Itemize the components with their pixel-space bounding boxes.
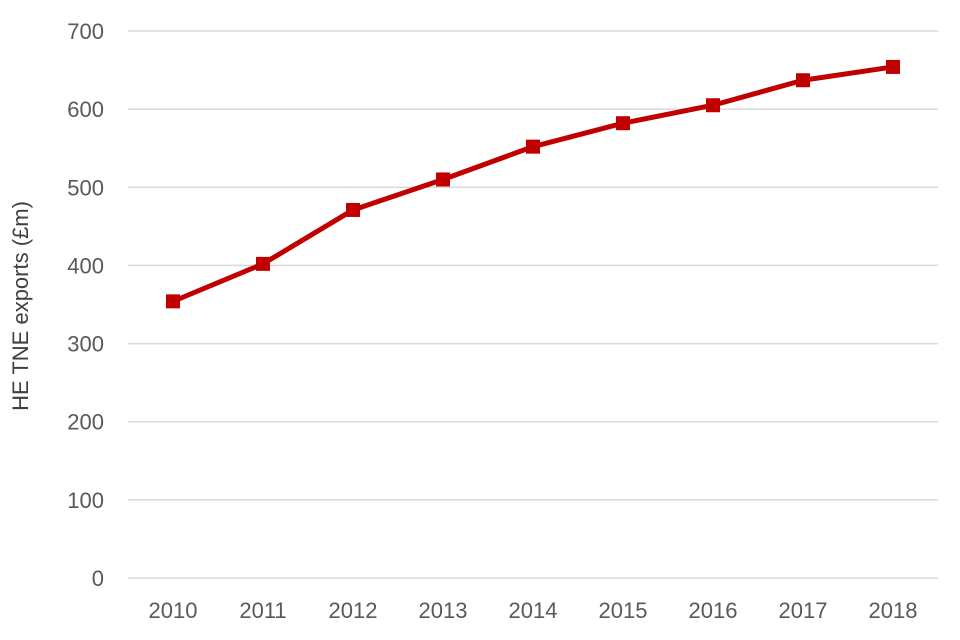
x-tick-label: 2013 xyxy=(419,598,468,623)
data-series-line xyxy=(170,64,896,304)
y-axis-title: HE TNE exports (£m) xyxy=(8,201,33,411)
axis-labels-group: 0 100 200 300 400 500 600 700 2010 2011 2012 2013 20… xyxy=(67,19,917,623)
gridlines-group xyxy=(128,30,938,579)
data-point-marker xyxy=(346,202,360,217)
data-point-marker xyxy=(796,73,810,88)
data-point-marker xyxy=(436,172,450,187)
y-tick-label: 700 xyxy=(67,19,104,44)
data-point-marker xyxy=(256,256,270,271)
x-tick-label: 2011 xyxy=(239,598,286,623)
x-tick-label: 2010 xyxy=(149,598,198,623)
y-tick-label: 400 xyxy=(67,253,104,278)
data-series-group xyxy=(166,59,900,309)
y-tick-label: 200 xyxy=(67,410,104,435)
x-tick-label: 2017 xyxy=(779,598,828,623)
data-point-marker xyxy=(616,116,630,131)
x-tick-label: 2012 xyxy=(329,598,378,623)
data-point-marker xyxy=(886,59,900,74)
y-tick-label: 300 xyxy=(67,332,104,357)
data-point-marker xyxy=(706,98,720,113)
x-tick-label: 2018 xyxy=(869,598,918,623)
x-tick-label: 2014 xyxy=(509,598,558,623)
y-tick-label: 600 xyxy=(67,97,104,122)
y-tick-label: 100 xyxy=(67,488,104,513)
y-tick-label: 500 xyxy=(67,175,104,200)
data-point-marker xyxy=(166,294,180,309)
data-point-marker xyxy=(526,139,540,154)
x-tick-label: 2016 xyxy=(689,598,738,623)
x-tick-label: 2015 xyxy=(599,598,648,623)
y-tick-label: 0 xyxy=(92,566,104,591)
